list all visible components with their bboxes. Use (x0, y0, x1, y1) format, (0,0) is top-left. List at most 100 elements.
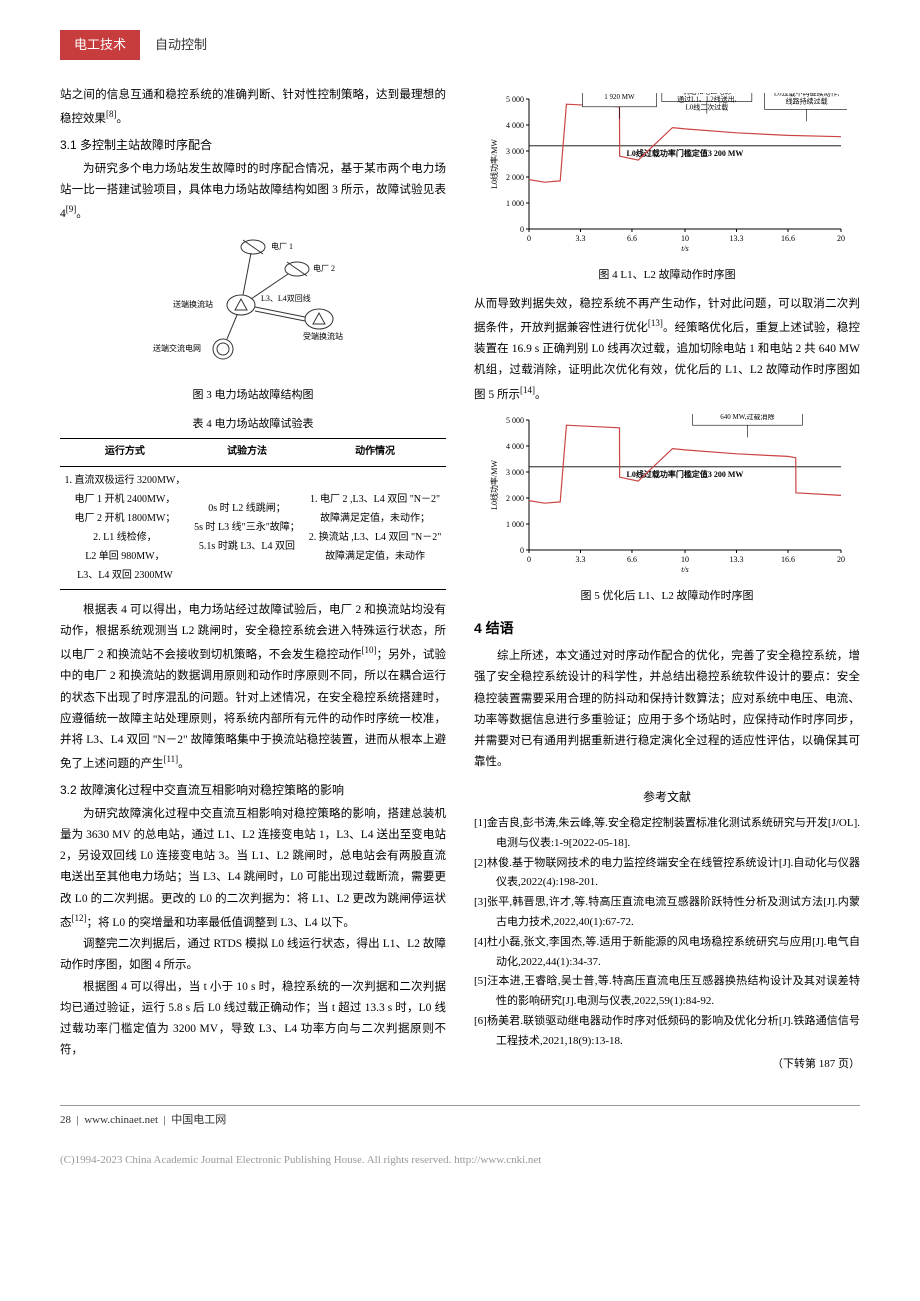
para-cont-1: 站之间的信息互通和稳控系统的准确判断、针对性控制策略，达到最理想的稳控效果[8]… (60, 85, 446, 130)
svg-text:13.3: 13.3 (729, 234, 743, 243)
tbl4-caption: 表 4 电力场站故障试验表 (60, 414, 446, 434)
cite-8: [8] (106, 109, 117, 119)
svg-text:4 000: 4 000 (506, 442, 524, 451)
text: ；另外，试验中的电厂 2 和换流站的数据调用原则和动作时序原则不同，所以在耦合运… (60, 649, 446, 770)
fig5-caption: 图 5 优化后 L1、L2 故障动作时序图 (474, 586, 860, 606)
svg-text:3.3: 3.3 (575, 555, 585, 564)
tbl4-c2: 0s 时 L2 线跳闸；5s 时 L3 线"三永"故障；5.1s 时跳 L3、L… (190, 466, 304, 589)
svg-text:2 000: 2 000 (506, 173, 524, 182)
references-list: [1]金吉良,彭书涛,朱云峰,等.安全稳定控制装置标准化测试系统研究与开发[J/… (474, 814, 860, 1052)
svg-text:t/s: t/s (681, 244, 689, 253)
svg-text:13.3: 13.3 (729, 555, 743, 564)
cite-14: [14] (520, 385, 535, 395)
svg-text:1 000: 1 000 (506, 520, 524, 529)
tbl4-c3: 1. 电厂 2 ,L3、L4 双回 "N－2"故障满足定值，未动作；2. 换流站… (304, 466, 446, 589)
svg-text:L0线过载功率门槛定值3 200 MW: L0线过载功率门槛定值3 200 MW (627, 148, 744, 158)
svg-text:1 000: 1 000 (506, 199, 524, 208)
svg-text:送端交流电网: 送端交流电网 (153, 343, 201, 353)
svg-text:6.6: 6.6 (627, 555, 637, 564)
svg-text:5 000: 5 000 (506, 95, 524, 104)
heading-3-2: 3.2 故障演化过程中交直流互相影响对稳控策略的影响 (60, 779, 446, 801)
cite-11: [11] (164, 754, 179, 764)
svg-text:3.3: 3.3 (575, 234, 585, 243)
references-heading: 参考文献 (474, 786, 860, 808)
svg-text:1 920 MW: 1 920 MW (604, 93, 635, 101)
ref-item: [2]林俊.基于物联网技术的电力监控终端安全在线管控系统设计[J].自动化与仪器… (474, 854, 860, 894)
right-column: 0 1 000 2 000 3 000 4 000 5 000 0 3.3 6.6 10 13.3 1… (474, 85, 860, 1075)
svg-text:3 000: 3 000 (506, 468, 524, 477)
ref-item: [5]汪本进,王睿晗,吴士普,等.特高压直流电压互感器换热结构设计及其对误差特性… (474, 972, 860, 1012)
text: 为研究多个电力场站发生故障时的时序配合情况，基于某市两个电力场站一比一搭建试验项… (60, 163, 446, 220)
cite-9: [9] (66, 204, 77, 214)
heading-3-1: 3.1 多控制主站故障时序配合 (60, 134, 446, 156)
svg-text:电厂 1: 电厂 1 (271, 241, 293, 251)
figure-4: 01 0002 0003 0004 0005 00003.36.61013.31… (474, 93, 860, 286)
svg-text:受端换流站: 受端换流站 (303, 331, 343, 341)
tbl4-h1: 运行方式 (60, 439, 190, 467)
footer-site: www.chinaet.net (84, 1114, 158, 1126)
svg-text:5 000: 5 000 (506, 416, 524, 425)
text: 。 (535, 388, 547, 400)
svg-text:10: 10 (681, 234, 689, 243)
para-r1: 从而导致判据失效，稳控系统不再产生动作，针对此问题，可以取消二次判据条件，开放判… (474, 294, 860, 406)
page-footer: 28 | www.chinaet.net | 中国电工网 (60, 1105, 860, 1130)
footer-journal: 中国电工网 (171, 1114, 226, 1126)
tbl4-h3: 动作情况 (304, 439, 446, 467)
svg-text:4 000: 4 000 (506, 121, 524, 130)
text: 。 (117, 113, 129, 125)
svg-text:L0线功率/MW: L0线功率/MW (489, 139, 499, 189)
ref-item: [3]张平,韩晋思,许才,等.特高压直流电流互感器阶跃特性分析及测试方法[J].… (474, 893, 860, 933)
svg-text:L0线过载功率门槛定值3 200 MW: L0线过载功率门槛定值3 200 MW (627, 468, 744, 478)
page-number: 28 (60, 1114, 71, 1126)
svg-text:2 000: 2 000 (506, 494, 524, 503)
para-4: 为研究故障演化过程中交直流互相影响对稳控策略的影响，搭建总装机量为 3630 M… (60, 804, 446, 934)
copyright-line: (C)1994-2023 China Academic Journal Elec… (60, 1150, 860, 1170)
svg-text:16.6: 16.6 (781, 234, 795, 243)
para-2: 为研究多个电力场站发生故障时的时序配合情况，基于某市两个电力场站一比一搭建试验项… (60, 159, 446, 226)
tbl4-c1: 1. 直流双极运行 3200MW，电厂 1 开机 2400MW，电厂 2 开机 … (60, 466, 190, 589)
text: ；将 L0 的突增量和功率最低值调整到 L3、L4 以下。 (87, 917, 355, 929)
svg-text:电厂 2: 电厂 2 (313, 263, 335, 273)
svg-text:6.6: 6.6 (627, 234, 637, 243)
svg-text:0: 0 (527, 555, 531, 564)
cite-13: [13] (648, 318, 663, 328)
subcategory: 自动控制 (155, 33, 207, 57)
svg-text:20: 20 (837, 555, 845, 564)
text: 。 (76, 208, 88, 220)
svg-text:3 000: 3 000 (506, 147, 524, 156)
para-5: 调整完二次判据后，通过 RTDS 模拟 L0 线运行状态，得出 L1、L2 故障… (60, 934, 446, 977)
ref-item: [6]杨美君.联锁驱动继电器动作时序对低频码的影响及优化分析[J].铁路通信信号… (474, 1012, 860, 1052)
para-3: 根据表 4 可以得出，电力场站经过故障试验后，电厂 2 和换流站均没有动作，根据… (60, 600, 446, 776)
para-6: 根据图 4 可以得出，当 t 小于 10 s 时，稳控系统的一次判据和二次判据均… (60, 977, 446, 1062)
fig3-caption: 图 3 电力场站故障结构图 (60, 385, 446, 405)
svg-text:线路持续过载: 线路持续过载 (786, 96, 828, 105)
ref-item: [1]金吉良,彭书涛,朱云峰,等.安全稳定控制装置标准化测试系统研究与开发[J/… (474, 814, 860, 854)
heading-4: 4 结语 (474, 616, 860, 642)
chart4-svg: 01 0002 0003 0004 0005 00003.36.61013.31… (487, 93, 847, 253)
chart5-svg: 01 0002 0003 0004 0005 00003.36.61013.31… (487, 414, 847, 574)
svg-text:t/s: t/s (681, 565, 689, 574)
ref-item: [4]杜小磊,张文,李国杰,等.适用于新能源的风电场稳控系统研究与应用[J].电… (474, 933, 860, 973)
svg-text:0: 0 (520, 225, 524, 234)
cite-10: [10] (362, 645, 377, 655)
svg-text:20: 20 (837, 234, 845, 243)
svg-text:L3、L4双回线: L3、L4双回线 (261, 293, 311, 303)
text: 为研究故障演化过程中交直流互相影响对稳控策略的影响，搭建总装机量为 3630 M… (60, 808, 446, 929)
category-tag: 电工技术 (60, 30, 140, 60)
tbl4-h2: 试验方法 (190, 439, 304, 467)
continue-note: （下转第 187 页） (474, 1054, 860, 1074)
svg-text:L0线功率/MW: L0线功率/MW (489, 459, 499, 509)
svg-text:10: 10 (681, 555, 689, 564)
svg-text:16.6: 16.6 (781, 555, 795, 564)
cite-12: [12] (72, 913, 87, 923)
svg-text:送端换流站: 送端换流站 (173, 299, 213, 309)
svg-text:640 MW,过载消除: 640 MW,过载消除 (720, 414, 774, 421)
left-column: 站之间的信息互通和稳控系统的准确判断、针对性控制策略，达到最理想的稳控效果[8]… (60, 85, 446, 1075)
figure-3: 电厂 1 电厂 2 送端换流站 受端换流站 送端交流电网 (60, 233, 446, 406)
page-header: 电工技术 自动控制 (60, 30, 860, 60)
figure-5: 01 0002 0003 0004 0005 00003.36.61013.31… (474, 414, 860, 607)
text: 。 (178, 758, 190, 770)
fig4-caption: 图 4 L1、L2 故障动作时序图 (474, 265, 860, 285)
fig3-svg: 电厂 1 电厂 2 送端换流站 受端换流站 送端交流电网 (153, 233, 353, 373)
para-r2: 综上所述，本文通过对时序动作配合的优化，完善了安全稳控系统，增强了安全稳控系统设… (474, 646, 860, 774)
